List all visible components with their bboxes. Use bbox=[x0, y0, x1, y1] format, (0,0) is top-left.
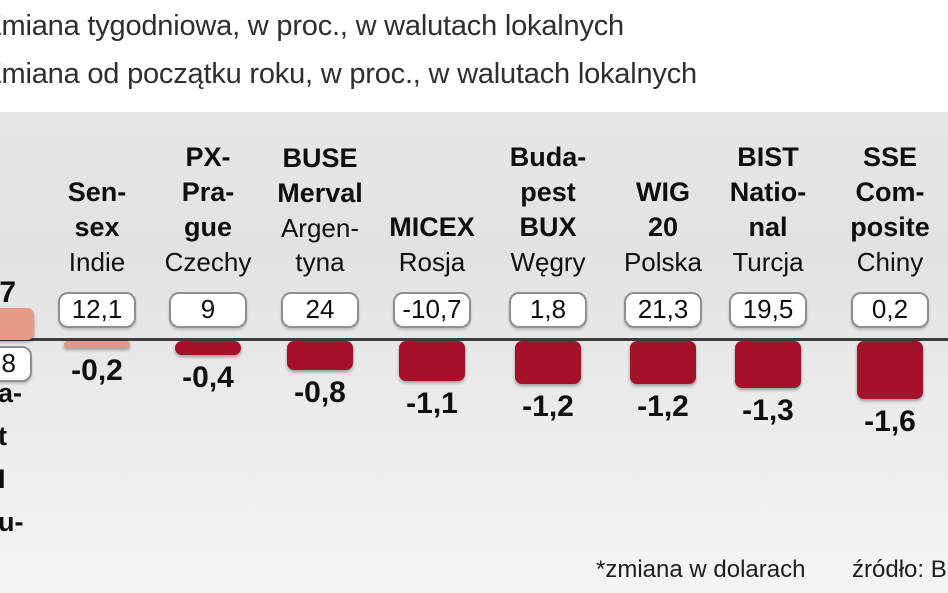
legend-weekly-change: Zmiana tygodniowa, w proc., w walutach l… bbox=[0, 10, 624, 42]
index-name: MICEX bbox=[389, 212, 475, 242]
index-name: SSE Com- posite bbox=[850, 142, 930, 242]
footnote: *zmiana w dolarach bbox=[596, 556, 806, 583]
index-country: Turcja bbox=[732, 247, 804, 277]
weekly-value-label: -0,8 bbox=[294, 376, 346, 409]
index-header: BUSE Merval Argen- tyna bbox=[258, 141, 382, 279]
ytd-value-box: 21,3 bbox=[624, 292, 702, 328]
weekly-value-label: -1,1 bbox=[406, 387, 458, 420]
index-name: Sen- sex bbox=[67, 177, 127, 242]
weekly-value-label: -1,2 bbox=[637, 390, 689, 423]
ytd-value-box: -10,7 bbox=[393, 292, 471, 328]
index-name: Buda- pest BUX bbox=[509, 142, 587, 242]
index-name: WIG 20 bbox=[636, 177, 690, 242]
index-column: MICEX Rosja -10,7 -1,1 bbox=[370, 0, 494, 593]
index-name-fragment: a- t I u- bbox=[0, 378, 24, 537]
index-country: Węgry bbox=[510, 247, 586, 277]
weekly-change-bar bbox=[857, 341, 923, 399]
index-header: MICEX Rosja bbox=[370, 210, 494, 279]
legend-ytd-change: Zmiana od początku roku, w proc., w walu… bbox=[0, 58, 697, 90]
weekly-value-label: -0,4 bbox=[182, 361, 234, 394]
weekly-change-bar bbox=[399, 341, 465, 381]
index-header: Sen- sex Indie bbox=[35, 175, 159, 279]
index-name: BUSE Merval bbox=[277, 143, 363, 208]
weekly-value-label: -1,2 bbox=[522, 390, 574, 423]
weekly-change-bar bbox=[64, 341, 130, 348]
weekly-change-bar bbox=[175, 341, 241, 355]
weekly-value-fragment: 7 bbox=[0, 276, 16, 309]
index-column: PX- Pra- gue Czechy 9 -0,4 bbox=[146, 0, 270, 593]
source-label: źródło: B bbox=[852, 556, 947, 583]
index-country: Czechy bbox=[164, 247, 252, 277]
index-country: Rosja bbox=[398, 247, 466, 277]
ytd-value-box: 1,8 bbox=[509, 292, 587, 328]
weekly-change-bar bbox=[0, 308, 34, 340]
index-header: WIG 20 Polska bbox=[601, 175, 725, 279]
cut-off-column: 7 8 a- t I u- bbox=[0, 0, 70, 593]
weekly-value-label: -0,2 bbox=[71, 354, 123, 387]
ytd-value-box: 24 bbox=[281, 292, 359, 328]
index-header: Buda- pest BUX Węgry bbox=[486, 140, 610, 279]
index-column: Buda- pest BUX Węgry 1,8 -1,2 bbox=[486, 0, 610, 593]
index-header: SSE Com- posite Chiny bbox=[828, 140, 948, 279]
index-country: Chiny bbox=[856, 247, 924, 277]
zero-axis-line bbox=[0, 338, 948, 341]
index-country: Polska bbox=[623, 247, 703, 277]
index-column: BIST Natio- nal Turcja 19,5 -1,3 bbox=[706, 0, 830, 593]
index-country: Indie bbox=[68, 247, 126, 277]
weekly-value-label: -1,6 bbox=[864, 405, 916, 438]
index-column: BUSE Merval Argen- tyna 24 -0,8 bbox=[258, 0, 382, 593]
ytd-value-box: 19,5 bbox=[729, 292, 807, 328]
index-header: BIST Natio- nal Turcja bbox=[706, 140, 830, 279]
weekly-value-label: -1,3 bbox=[742, 394, 794, 427]
weekly-change-bar bbox=[735, 341, 801, 388]
ytd-value-box: 12,1 bbox=[58, 292, 136, 328]
ytd-value-box: 0,2 bbox=[851, 292, 929, 328]
index-country: Argen- tyna bbox=[280, 213, 360, 277]
index-column: WIG 20 Polska 21,3 -1,2 bbox=[601, 0, 725, 593]
weekly-change-bar bbox=[630, 341, 696, 384]
index-name: PX- Pra- gue bbox=[181, 142, 235, 242]
index-column: SSE Com- posite Chiny 0,2 -1,6 bbox=[828, 0, 948, 593]
weekly-change-bar bbox=[287, 341, 353, 370]
ytd-value-box: 8 bbox=[0, 346, 32, 382]
index-name: BIST Natio- nal bbox=[729, 142, 807, 242]
index-header: PX- Pra- gue Czechy bbox=[146, 140, 270, 279]
weekly-change-bar bbox=[515, 341, 581, 384]
ytd-value-box: 9 bbox=[169, 292, 247, 328]
index-column: Sen- sex Indie 12,1 -0,2 bbox=[35, 0, 159, 593]
